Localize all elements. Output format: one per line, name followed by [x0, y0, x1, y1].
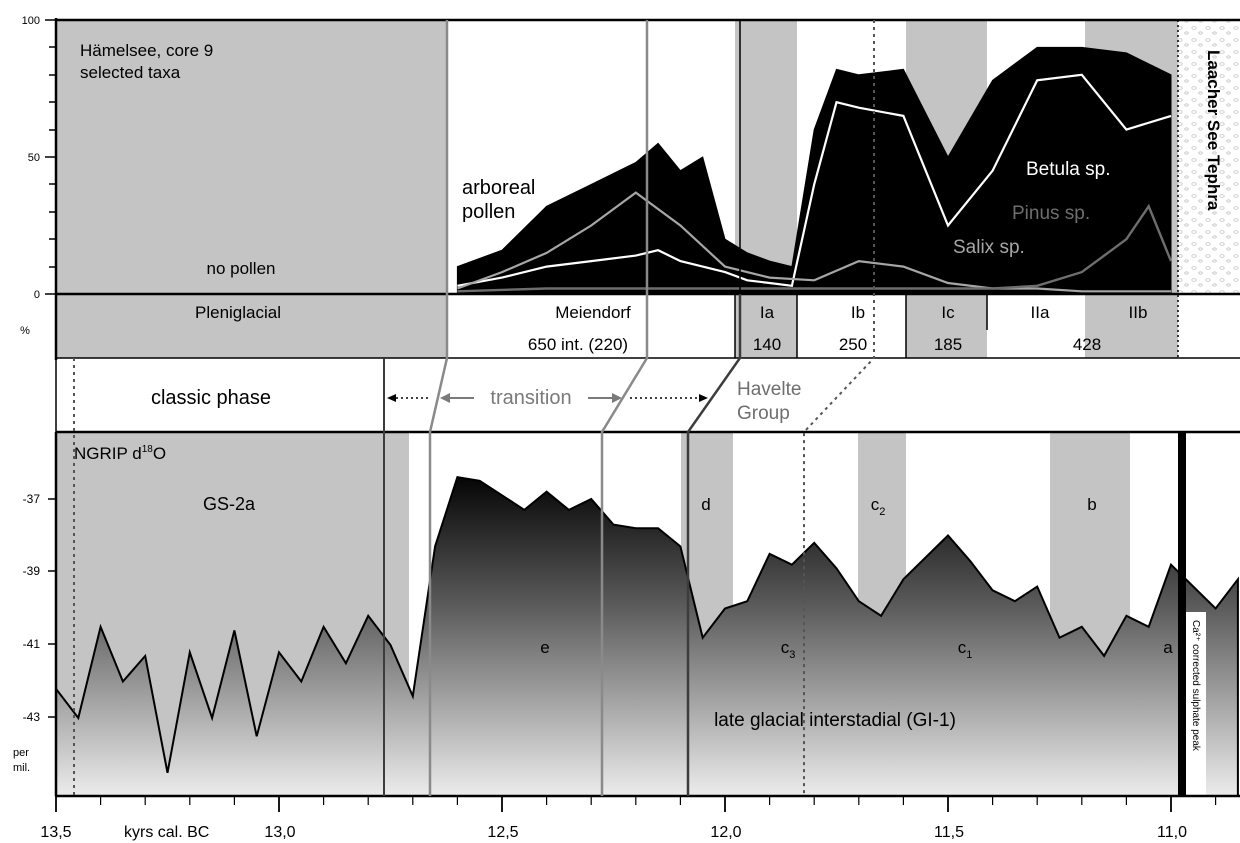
xtick-12-0: 12,0 [710, 824, 741, 841]
ngrip-panel: Ca²⁺ corrected sulphate peak -37 -39 -41… [13, 430, 1240, 798]
zone-meiendorf: Meiendorf [555, 303, 631, 322]
x-axis: 13,5 13,0 12,5 12,0 11,5 11,0 kyrs cal. … [40, 796, 1217, 841]
dotted-arrow-left [387, 394, 428, 402]
xtick-11-5: 11,5 [934, 824, 964, 841]
arboreal-label-line2: pollen [462, 201, 515, 223]
betula-label: Betula sp. [1026, 159, 1111, 180]
zone-dividers [734, 20, 988, 358]
pollen-unit-label: % [20, 325, 30, 337]
zone-ib-count: 250 [839, 335, 867, 354]
salix-label: Salix sp. [953, 237, 1025, 258]
zone-iib: IIb [1129, 303, 1148, 322]
ngrip-ytick-41: -41 [23, 637, 41, 651]
ngrip-ytick-37: -37 [23, 492, 41, 506]
ngrip-ytick-39: -39 [23, 564, 41, 578]
arboreal-pollen-area [456, 46, 1172, 295]
site-title: Hämelsee, core 9 [80, 41, 213, 60]
xtick-13-0: 13,0 [264, 824, 295, 841]
zone-ia-count: 140 [753, 335, 781, 354]
x-major-ticks [55, 796, 1172, 812]
ngrip-title: NGRIP d18O [74, 444, 166, 463]
no-pollen-label: no pollen [206, 259, 275, 278]
pollen-minor-ticks [45, 19, 56, 295]
dotted-arrow-right [630, 394, 708, 402]
gs2a-label: GS-2a [203, 494, 256, 514]
pollen-ytick-50: 50 [28, 152, 40, 164]
pollen-panel: 100 50 0 % Hämelsee, core 9 selected tax… [20, 15, 1240, 360]
stage-a-label: a [1163, 638, 1173, 657]
sulphate-peak-label: Ca²⁺ corrected sulphate peak [1190, 620, 1201, 752]
stage-d-label: d [701, 495, 710, 514]
zone-ib: Ib [851, 303, 865, 322]
havelte-label-line2: Group [737, 403, 790, 424]
zone-ii-count: 428 [1073, 335, 1101, 354]
correlation-lines [73, 20, 875, 796]
ngrip-d18o-area [55, 475, 1239, 797]
stage-c2-label: c2 [871, 495, 886, 518]
betula-series-line [457, 73, 1172, 288]
pleniglacial-shade [56, 20, 447, 358]
pinus-label: Pinus sp. [1012, 203, 1090, 224]
zone-pleniglacial: Pleniglacial [195, 303, 281, 322]
ngrip-y-ticks [48, 498, 56, 718]
site-subtitle: selected taxa [80, 63, 181, 82]
ngrip-ytick-43: -43 [23, 710, 41, 724]
xtick-13-5: 13,5 [40, 824, 71, 841]
correlation-band: classic phase transition Havelte Group [55, 358, 801, 432]
gi1-label: late glacial interstadial (GI-1) [714, 710, 956, 731]
ngrip-unit-line1: per [13, 747, 29, 759]
xtick-12-5: 12,5 [487, 824, 518, 841]
stage-c1-label: c1 [958, 638, 973, 661]
ia-shade [735, 20, 797, 358]
arboreal-label-line1: arboreal [462, 177, 535, 199]
stage-e-label: e [540, 638, 549, 657]
salix-series-line [457, 191, 1171, 293]
transition-label: transition [490, 387, 571, 409]
zone-ic: Ic [941, 303, 955, 322]
pollen-ytick-0: 0 [34, 289, 40, 301]
sulphate-peak-bar [1178, 432, 1186, 796]
zone-iia: IIa [1031, 303, 1050, 322]
zone-meiendorf-count: 650 int. (220) [528, 335, 628, 354]
x-axis-label: kyrs cal. BC [124, 824, 209, 841]
ngrip-unit-line2: mil. [13, 762, 30, 774]
havelte-label-line1: Havelte [737, 379, 801, 400]
x-minor-ticks [99, 796, 1217, 805]
zone-ia: Ia [760, 303, 775, 322]
zone-ic-count: 185 [934, 335, 962, 354]
tephra-label: Laacher See Tephra [1204, 50, 1223, 211]
stage-b-label: b [1087, 495, 1096, 514]
pinus-series-line [457, 203, 1173, 293]
stage-c3-label: c3 [781, 638, 796, 661]
pollen-ytick-100: 100 [22, 15, 40, 27]
xtick-11-0: 11,0 [1157, 824, 1187, 841]
transition-arrow [440, 393, 622, 403]
tephra-layer [1178, 20, 1240, 294]
sulphate-label-bg [1186, 612, 1206, 796]
classic-phase-label: classic phase [151, 387, 271, 409]
